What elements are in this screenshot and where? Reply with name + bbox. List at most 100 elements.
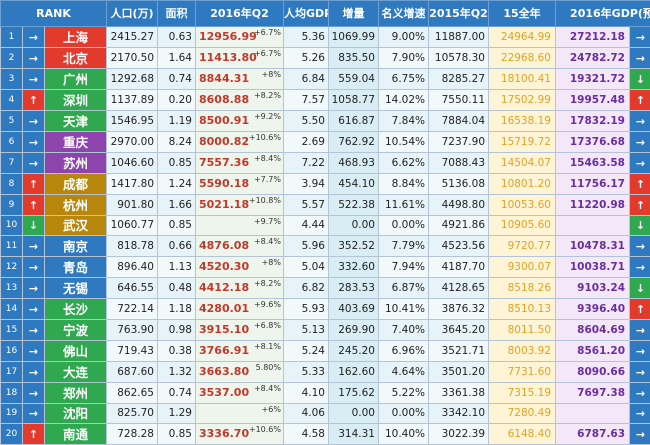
- q2-2016-value: 4280.01+9.6%: [196, 299, 284, 320]
- full-year-2015-value: 9720.77: [489, 236, 556, 257]
- q2-2015-value: 7237.90: [429, 132, 489, 153]
- full-year-2015-value: 9300.07: [489, 257, 556, 278]
- header-q2-2015[interactable]: 2015年Q2: [429, 1, 489, 27]
- population-value: 1046.60: [107, 153, 158, 174]
- area-value: 1.32: [158, 362, 196, 383]
- nominal-growth-value: 10.54%: [379, 132, 429, 153]
- increment-value: 283.53: [329, 278, 379, 299]
- increment-value: 403.69: [329, 299, 379, 320]
- forecast-rank-change-icon: ↑: [630, 299, 650, 320]
- q2-2016-amount: 3766.91: [199, 344, 249, 357]
- full-year-2015-value: 24964.99: [489, 27, 556, 48]
- q2-growth-rate: 5.80%: [256, 362, 281, 378]
- q2-2016-amount: 5590.18: [199, 177, 249, 190]
- increment-value: 0.00: [329, 404, 379, 424]
- increment-value: 559.04: [329, 69, 379, 90]
- q2-2016-value: 8844.31+8%: [196, 69, 284, 90]
- rank-number: 15: [1, 320, 23, 341]
- header-area[interactable]: 面积: [158, 1, 196, 27]
- area-value: 1.19: [158, 111, 196, 132]
- rank-number: 17: [1, 362, 23, 383]
- increment-value: 762.92: [329, 132, 379, 153]
- header-per-capita[interactable]: 人均GDP: [284, 1, 329, 27]
- city-name: 沈阳: [45, 404, 107, 424]
- full-year-2015-value: 18100.41: [489, 69, 556, 90]
- q2-2016-value: 8500.91+9.2%: [196, 111, 284, 132]
- nominal-growth-value: 7.79%: [379, 236, 429, 257]
- q2-growth-rate: +6.7%: [254, 48, 281, 64]
- q2-2016-value: +6%: [196, 404, 284, 424]
- header-q2-2016[interactable]: 2016年Q2: [196, 1, 284, 27]
- forecast-rank-change-icon: ↓: [630, 278, 650, 299]
- per-capita-gdp-value: 7.57: [284, 90, 329, 111]
- q2-2015-value: 8285.27: [429, 69, 489, 90]
- q2-2016-value: 5021.18+10.8%: [196, 195, 284, 216]
- gdp-2016-forecast-value: 8561.20: [556, 341, 630, 362]
- header-population[interactable]: 人口(万): [107, 1, 158, 27]
- nominal-growth-value: 6.96%: [379, 341, 429, 362]
- forecast-rank-change-icon: ↑: [630, 174, 650, 195]
- header-rank[interactable]: RANK: [1, 1, 107, 27]
- header-full-2015[interactable]: 15全年: [489, 1, 556, 27]
- full-year-2015-value: 10053.60: [489, 195, 556, 216]
- nominal-growth-value: 8.84%: [379, 174, 429, 195]
- rank-change-icon: →: [23, 257, 45, 278]
- rank-number: 11: [1, 236, 23, 257]
- population-value: 2170.50: [107, 48, 158, 69]
- header-increment[interactable]: 增量: [329, 1, 379, 27]
- rank-number: 14: [1, 299, 23, 320]
- q2-growth-rate: +8.4%: [254, 383, 281, 399]
- q2-2016-value: 3537.00+8.4%: [196, 383, 284, 404]
- area-value: 0.85: [158, 216, 196, 236]
- population-value: 722.14: [107, 299, 158, 320]
- forecast-rank-change-icon: →: [630, 48, 650, 69]
- forecast-rank-change-icon: →: [630, 424, 650, 445]
- population-value: 1417.80: [107, 174, 158, 195]
- q2-2015-value: 3876.32: [429, 299, 489, 320]
- q2-2016-amount: 4520.30: [199, 260, 249, 273]
- full-year-2015-value: 7315.19: [489, 383, 556, 404]
- forecast-rank-change-icon: →: [630, 27, 650, 48]
- per-capita-gdp-value: 7.22: [284, 153, 329, 174]
- per-capita-gdp-value: 4.58: [284, 424, 329, 445]
- per-capita-gdp-value: 5.24: [284, 341, 329, 362]
- full-year-2015-value: 8011.50: [489, 320, 556, 341]
- nominal-growth-value: 11.61%: [379, 195, 429, 216]
- population-value: 2415.27: [107, 27, 158, 48]
- q2-2015-value: 11887.00: [429, 27, 489, 48]
- q2-2016-amount: 7557.36: [199, 156, 249, 169]
- rank-change-icon: ↓: [23, 216, 45, 236]
- gdp-2016-forecast-value: 10038.71: [556, 257, 630, 278]
- rank-change-icon: →: [23, 299, 45, 320]
- city-name: 大连: [45, 362, 107, 383]
- full-year-2015-value: 22968.60: [489, 48, 556, 69]
- gdp-2016-forecast-value: 11220.98: [556, 195, 630, 216]
- header-nominal[interactable]: 名义增速: [379, 1, 429, 27]
- header-gdp-2016-forecast[interactable]: 2016年GDP(预): [556, 1, 650, 27]
- rank-number: 9: [1, 195, 23, 216]
- gdp-2016-forecast-value: [556, 216, 630, 236]
- gdp-2016-forecast-value: 15463.58: [556, 153, 630, 174]
- increment-value: 616.87: [329, 111, 379, 132]
- area-value: 1.66: [158, 195, 196, 216]
